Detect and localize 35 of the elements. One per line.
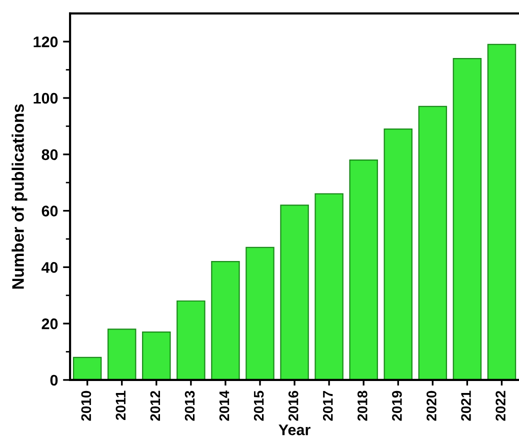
x-tick-label: 2021 [461,390,471,421]
x-tick-label: 2017 [322,390,333,421]
x-tick-label: 2016 [288,390,298,421]
x-tick-label: 2013 [184,390,195,421]
x-tick-label: 2019 [392,390,402,421]
bar [107,328,136,380]
y-tick-label: 40 [42,262,58,273]
bar [487,44,516,380]
bar [384,128,412,380]
x-tick-label: 2011 [116,390,126,420]
x-tick-label: 2012 [150,390,160,421]
y-tick-label: 120 [34,36,58,48]
x-tick-label: 2020 [426,390,436,421]
bar [280,204,309,380]
x-tick-label: 2010 [81,390,92,421]
y-tick-label: 0 [50,374,58,386]
bar [418,106,448,380]
x-tick-label: 2022 [496,390,506,421]
y-tick-label: 20 [42,318,58,330]
bar [142,331,171,380]
bar [211,260,240,380]
y-tick-label: 100 [34,92,58,104]
y-tick-label: 60 [42,206,58,216]
bar [452,58,482,380]
bar [246,246,274,380]
bar [176,300,206,380]
bar [349,159,378,380]
x-axis-title: Year [278,424,310,436]
bar [72,356,102,380]
x-tick-label: 2014 [219,390,230,421]
x-tick-label: 2015 [254,390,264,421]
y-tick-label: 80 [42,149,58,160]
x-tick-label: 2018 [357,390,368,421]
y-axis-title: Number of publications [12,104,28,289]
bar [314,193,344,380]
